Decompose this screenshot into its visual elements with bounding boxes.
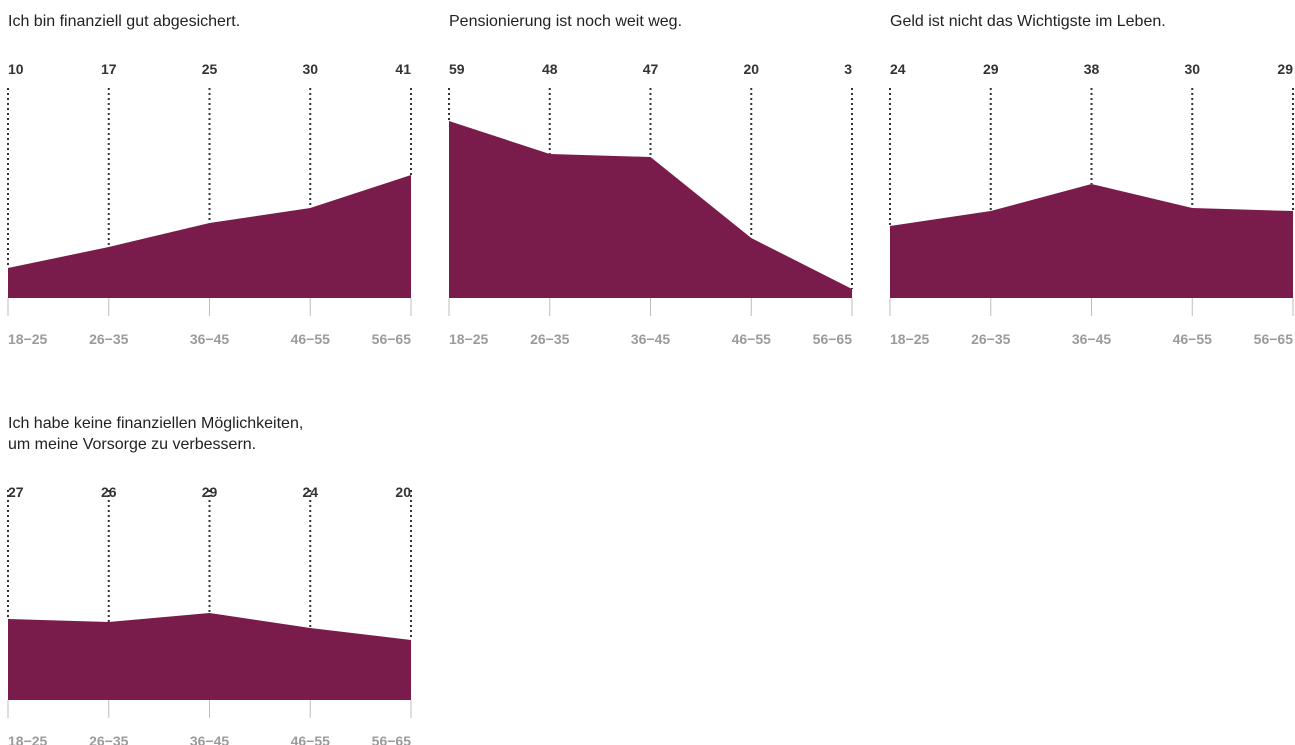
data-label: 3	[844, 61, 852, 77]
data-label: 29	[983, 61, 999, 77]
chart-panel-2: Pensionierung ist noch weit weg. 59 18−25 4…	[448, 13, 853, 347]
chart-panel-1: Ich bin finanziell gut abgesichert. 10 18−…	[7, 13, 412, 347]
x-tick-label: 36−45	[190, 331, 230, 347]
data-label: 59	[449, 61, 465, 77]
area-fill	[890, 184, 1293, 298]
chart-title: Geld ist nicht das Wichtigste im Leben.	[890, 13, 1166, 30]
chart-panel-3: Geld ist nicht das Wichtigste im Leben. 2…	[889, 13, 1294, 347]
x-tick-label: 46−55	[291, 733, 331, 745]
x-tick-label: 18−25	[8, 733, 48, 745]
data-label: 48	[542, 61, 558, 77]
data-label: 47	[643, 61, 659, 77]
x-tick-label: 18−25	[449, 331, 489, 347]
data-label: 27	[8, 484, 24, 500]
data-label: 29	[202, 484, 218, 500]
data-label: 38	[1084, 61, 1100, 77]
x-tick-label: 36−45	[1072, 331, 1112, 347]
chart-title: Ich bin finanziell gut abgesichert.	[8, 13, 240, 30]
x-tick-label: 46−55	[1173, 331, 1213, 347]
x-tick-label: 46−55	[732, 331, 772, 347]
data-label: 17	[101, 61, 117, 77]
data-label: 25	[202, 61, 218, 77]
data-label: 10	[8, 61, 24, 77]
data-label: 20	[395, 484, 411, 500]
x-tick-label: 46−55	[291, 331, 331, 347]
x-tick-label: 26−35	[89, 733, 129, 745]
chart-title: Pensionierung ist noch weit weg.	[449, 13, 682, 30]
x-tick-label: 26−35	[89, 331, 129, 347]
data-label: 24	[302, 484, 318, 500]
x-tick-label: 56−65	[372, 733, 412, 745]
data-label: 29	[1277, 61, 1293, 77]
x-tick-label: 18−25	[8, 331, 48, 347]
data-label: 26	[101, 484, 117, 500]
chart-title: um meine Vorsorge zu verbessern.	[8, 436, 256, 453]
x-tick-label: 56−65	[372, 331, 412, 347]
data-label: 30	[302, 61, 318, 77]
x-tick-label: 36−45	[190, 733, 230, 745]
area-fill	[449, 121, 852, 298]
chart-title: Ich habe keine finanziellen Möglichkeite…	[8, 415, 303, 432]
x-tick-label: 26−35	[971, 331, 1011, 347]
x-tick-label: 26−35	[530, 331, 570, 347]
data-label: 41	[395, 61, 411, 77]
x-tick-label: 56−65	[813, 331, 853, 347]
area-fill	[8, 613, 411, 700]
x-tick-label: 18−25	[890, 331, 930, 347]
chart-panel-4: Ich habe keine finanziellen Möglichkeite…	[7, 415, 412, 745]
x-tick-label: 56−65	[1254, 331, 1294, 347]
area-fill	[8, 175, 411, 298]
data-label: 20	[743, 61, 759, 77]
data-label: 24	[890, 61, 906, 77]
x-tick-label: 36−45	[631, 331, 671, 347]
data-label: 30	[1184, 61, 1200, 77]
